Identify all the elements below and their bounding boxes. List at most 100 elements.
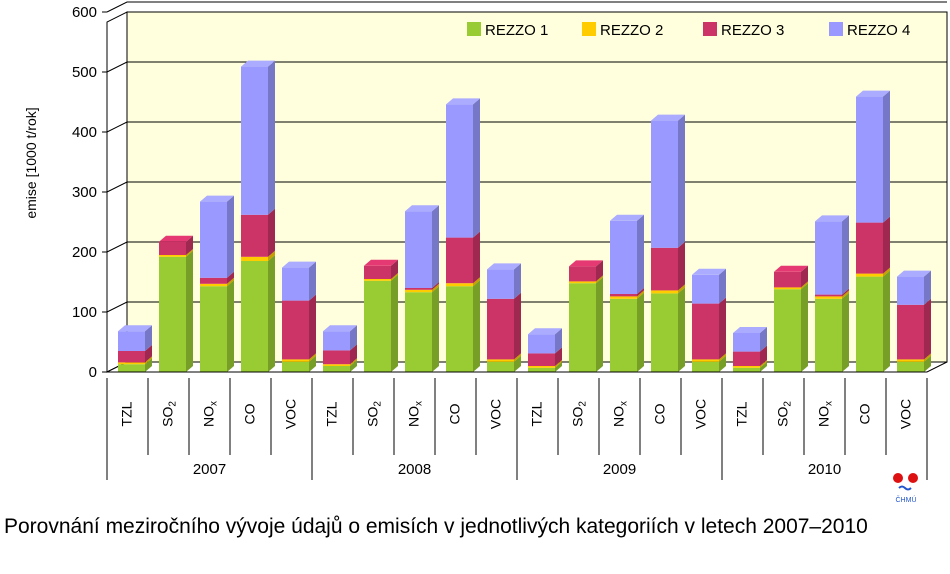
x-category-label: NOx bbox=[201, 401, 220, 427]
bar-segment-side bbox=[227, 195, 234, 278]
bar-stack bbox=[323, 325, 357, 372]
x-category-label: TZL bbox=[734, 401, 750, 426]
bar-segment-side bbox=[473, 231, 480, 284]
bar-segment bbox=[446, 283, 473, 287]
bar-segment bbox=[405, 292, 432, 372]
bar-segment bbox=[897, 304, 924, 360]
bar-segment-side bbox=[924, 270, 931, 305]
bar-segment-side bbox=[883, 216, 890, 274]
bar-segment-side bbox=[678, 284, 685, 294]
bar-segment-side bbox=[842, 290, 849, 299]
bar-segment bbox=[692, 359, 719, 362]
bar-segment bbox=[241, 256, 268, 261]
bar-segment-side bbox=[350, 344, 357, 365]
bar-stack bbox=[733, 327, 767, 372]
bar-segment bbox=[569, 266, 596, 282]
bar-segment bbox=[897, 361, 924, 372]
bar-segment-side bbox=[432, 283, 439, 293]
bar-segment-side bbox=[719, 268, 726, 304]
bar-segment bbox=[200, 286, 227, 372]
x-category-label: CO bbox=[857, 403, 873, 424]
bar-segment-side bbox=[268, 255, 275, 372]
bar-top bbox=[159, 235, 193, 242]
bar-segment-side bbox=[760, 327, 767, 352]
chmu-logo: ČHMÚ bbox=[893, 473, 918, 504]
bar-segment-side bbox=[145, 356, 152, 365]
bar-segment-side bbox=[924, 298, 931, 360]
y-tick-label: 100 bbox=[72, 304, 97, 321]
legend-label: REZZO 3 bbox=[721, 22, 784, 39]
bar-segment bbox=[200, 277, 227, 284]
bar-segment-side bbox=[432, 286, 439, 372]
bar-segment-side bbox=[596, 275, 603, 284]
bar-segment-side bbox=[924, 353, 931, 362]
bar-segment bbox=[446, 286, 473, 372]
bar-segment bbox=[610, 220, 637, 294]
bar-segment bbox=[815, 296, 842, 299]
bar-top bbox=[323, 325, 357, 332]
bar-segment-side bbox=[309, 294, 316, 360]
bar-segment bbox=[118, 362, 145, 365]
bar-stack bbox=[651, 114, 685, 372]
bar-segment bbox=[610, 298, 637, 372]
bar-segment-side bbox=[432, 282, 439, 290]
bar-top bbox=[733, 327, 767, 333]
bar-segment-side bbox=[432, 205, 439, 288]
bar-stack bbox=[815, 215, 849, 372]
bars bbox=[118, 60, 931, 372]
bar-segment bbox=[569, 283, 596, 372]
bar-segment bbox=[282, 300, 309, 360]
bar-segment-side bbox=[186, 249, 193, 257]
bar-segment bbox=[364, 280, 391, 372]
bar-segment-side bbox=[473, 280, 480, 372]
bar-segment-side bbox=[391, 274, 398, 372]
bar-segment bbox=[323, 364, 350, 366]
bar-segment bbox=[651, 120, 678, 248]
logo-text: ČHMÚ bbox=[896, 495, 917, 504]
bar-segment bbox=[364, 279, 391, 281]
bar-segment-side bbox=[514, 353, 521, 362]
legend-swatch bbox=[467, 22, 481, 36]
bar-stack bbox=[487, 263, 521, 372]
bar-stack bbox=[569, 260, 603, 372]
bar-top bbox=[692, 268, 726, 275]
bar-stack bbox=[200, 195, 234, 372]
axes bbox=[106, 22, 927, 373]
bar-segment bbox=[692, 274, 719, 304]
bar-segment-side bbox=[514, 292, 521, 360]
bar-segment-side bbox=[719, 297, 726, 360]
bar-segment-side bbox=[719, 353, 726, 362]
bar-top bbox=[897, 270, 931, 277]
bar-segment-side bbox=[391, 273, 398, 281]
bar-top bbox=[241, 60, 275, 67]
bar-segment-side bbox=[309, 353, 316, 362]
y-tick-label: 400 bbox=[72, 124, 97, 141]
bar-segment bbox=[159, 255, 186, 257]
bar-stack bbox=[528, 328, 562, 372]
bar-stack bbox=[610, 214, 644, 372]
bar-segment-side bbox=[883, 267, 890, 277]
x-category-label: NOx bbox=[406, 401, 425, 427]
bar-segment-side bbox=[760, 361, 767, 372]
plot-side-wall bbox=[106, 11, 128, 373]
bar-segment bbox=[856, 276, 883, 372]
legend-label: REZZO 4 bbox=[847, 22, 910, 39]
bar-segment bbox=[610, 296, 637, 299]
x-category-label: SO2 bbox=[775, 401, 794, 427]
bar-segment bbox=[856, 222, 883, 274]
bar-segment-side bbox=[145, 345, 152, 363]
bar-segment bbox=[692, 303, 719, 360]
bar-segment bbox=[774, 287, 801, 290]
legend-swatch bbox=[703, 22, 717, 36]
bar-top bbox=[200, 195, 234, 202]
bar-segment bbox=[528, 334, 555, 354]
bar-segment bbox=[323, 350, 350, 365]
bar-top bbox=[405, 205, 439, 212]
bar-top bbox=[651, 114, 685, 121]
bar-segment bbox=[856, 96, 883, 223]
bar-segment bbox=[282, 267, 309, 301]
bar-segment-side bbox=[514, 355, 521, 372]
bar-segment-side bbox=[473, 277, 480, 287]
bar-segment-side bbox=[678, 114, 685, 248]
x-category-label: VOC bbox=[283, 399, 299, 429]
